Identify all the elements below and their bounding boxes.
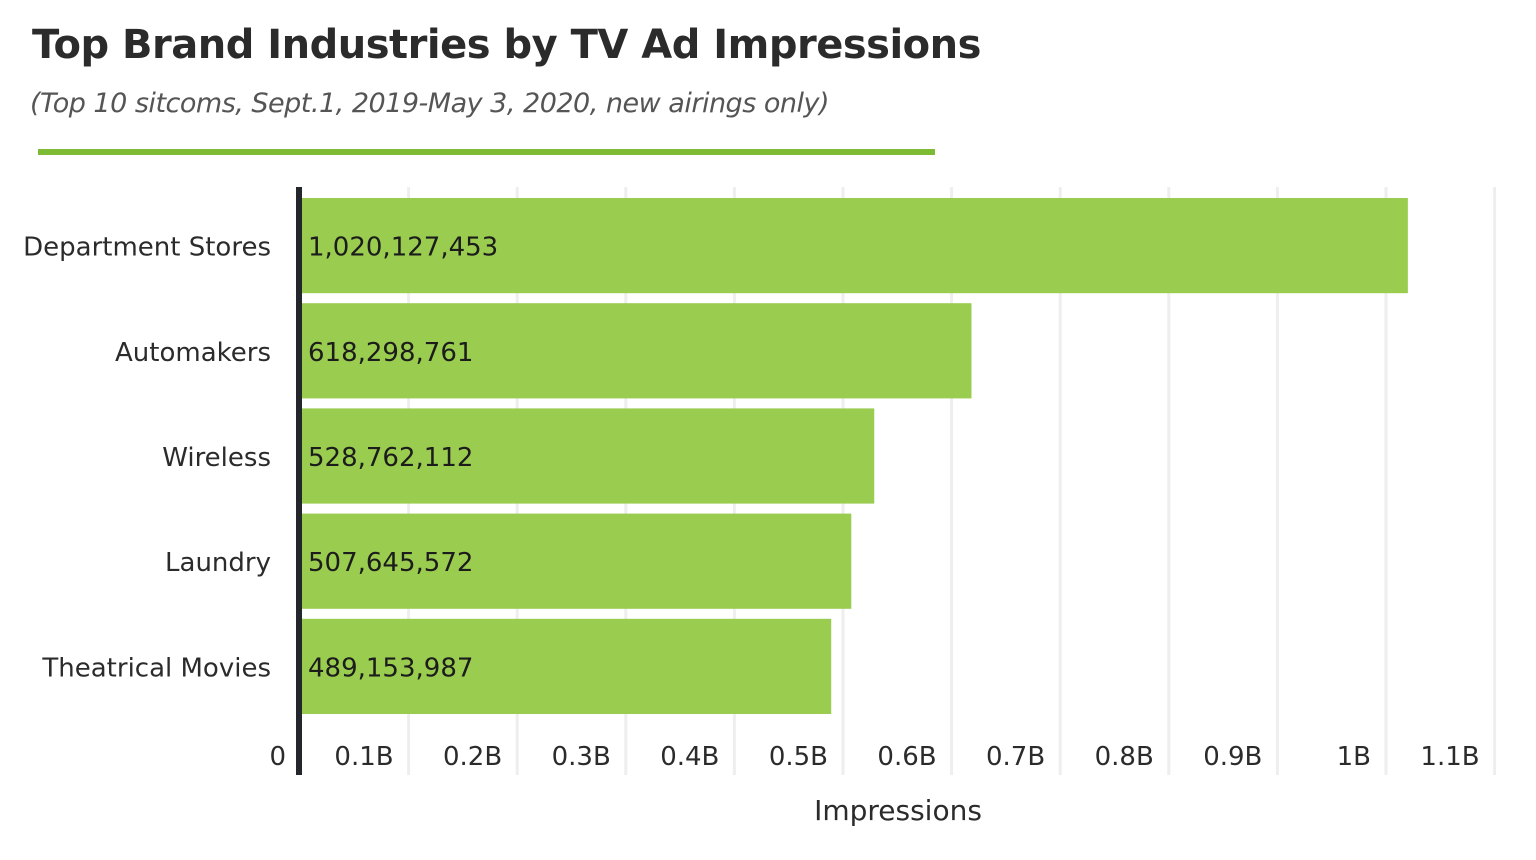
- title-underline: [38, 149, 935, 155]
- y-tick-label: Department Stores: [23, 233, 271, 263]
- x-tick-label: 0: [269, 742, 286, 772]
- x-tick-label: 1B: [1337, 742, 1371, 772]
- data-label: 618,298,761: [308, 338, 473, 368]
- x-tick-label: 0.1B: [334, 742, 393, 772]
- chart-title: Top Brand Industries by TV Ad Impression…: [32, 22, 981, 68]
- x-tick-label: 0.5B: [769, 742, 828, 772]
- bar: [302, 513, 852, 609]
- x-tick-label: 1.1B: [1420, 742, 1479, 772]
- data-label: 489,153,987: [308, 653, 473, 683]
- y-tick-label: Automakers: [115, 338, 271, 368]
- bar: [302, 303, 972, 399]
- y-tick-label: Theatrical Movies: [41, 653, 271, 683]
- bar: [302, 198, 1408, 294]
- x-axis-title: Impressions: [814, 794, 982, 827]
- data-label: 1,020,127,453: [308, 233, 498, 263]
- x-tick-label: 0.8B: [1095, 742, 1154, 772]
- bar: [302, 618, 832, 714]
- y-tick-label: Wireless: [162, 443, 271, 473]
- y-tick-label: Laundry: [165, 548, 271, 578]
- x-tick-label: 0.9B: [1203, 742, 1262, 772]
- data-label: 507,645,572: [308, 548, 473, 578]
- data-label: 528,762,112: [308, 443, 473, 473]
- bar: [302, 408, 875, 504]
- chart-subtitle: (Top 10 sitcoms, Sept.1, 2019-May 3, 202…: [30, 88, 829, 119]
- x-tick-label: 0.7B: [986, 742, 1045, 772]
- x-tick-label: 0.4B: [660, 742, 719, 772]
- x-tick-label: 0.2B: [443, 742, 502, 772]
- x-tick-label: 0.3B: [552, 742, 611, 772]
- x-tick-label: 0.6B: [877, 742, 936, 772]
